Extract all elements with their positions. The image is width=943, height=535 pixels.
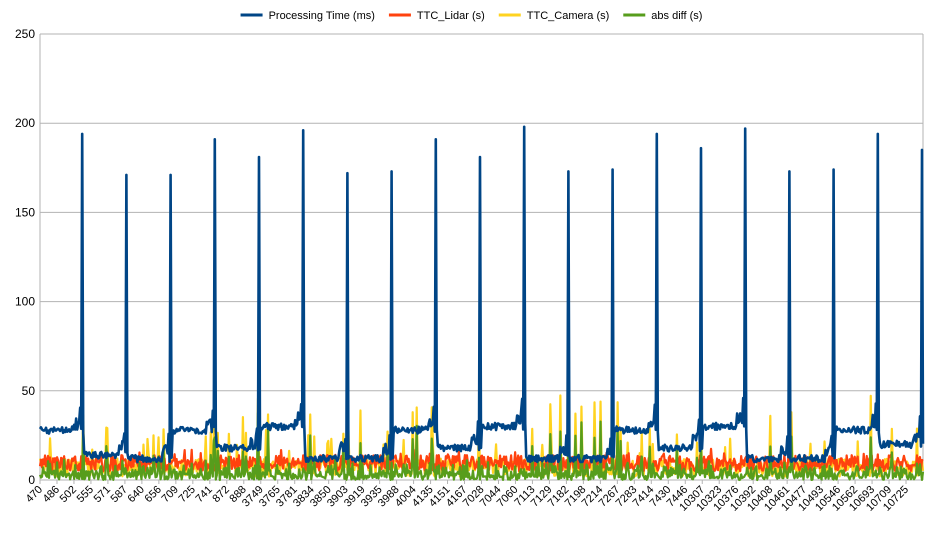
series-line-abs-diff: [38, 411, 925, 482]
y-tick-label: 200: [15, 116, 35, 130]
x-axis: 4704865025555715876406567097257418728883…: [24, 480, 911, 514]
legend-entry: abs diff (s): [651, 10, 702, 22]
y-tick-label: 250: [15, 27, 35, 41]
series-line-processing-time: [38, 125, 925, 464]
y-tick-label: 150: [15, 205, 35, 219]
series-line-ttc-lidar: [38, 447, 924, 473]
series-layer: [38, 125, 925, 482]
legend-entry: TTC_Lidar (s): [417, 10, 485, 22]
y-tick-label: 0: [28, 473, 35, 487]
legend: Processing Time (ms) TTC_Lidar (s) TTC_Cam…: [240, 10, 702, 22]
y-axis: 0 50 100 150 200 250: [15, 27, 35, 487]
legend-entry: TTC_Camera (s): [527, 10, 610, 22]
y-tick-label: 100: [15, 295, 35, 309]
legend-entry: Processing Time (ms): [269, 10, 375, 22]
y-tick-label: 50: [22, 384, 36, 398]
